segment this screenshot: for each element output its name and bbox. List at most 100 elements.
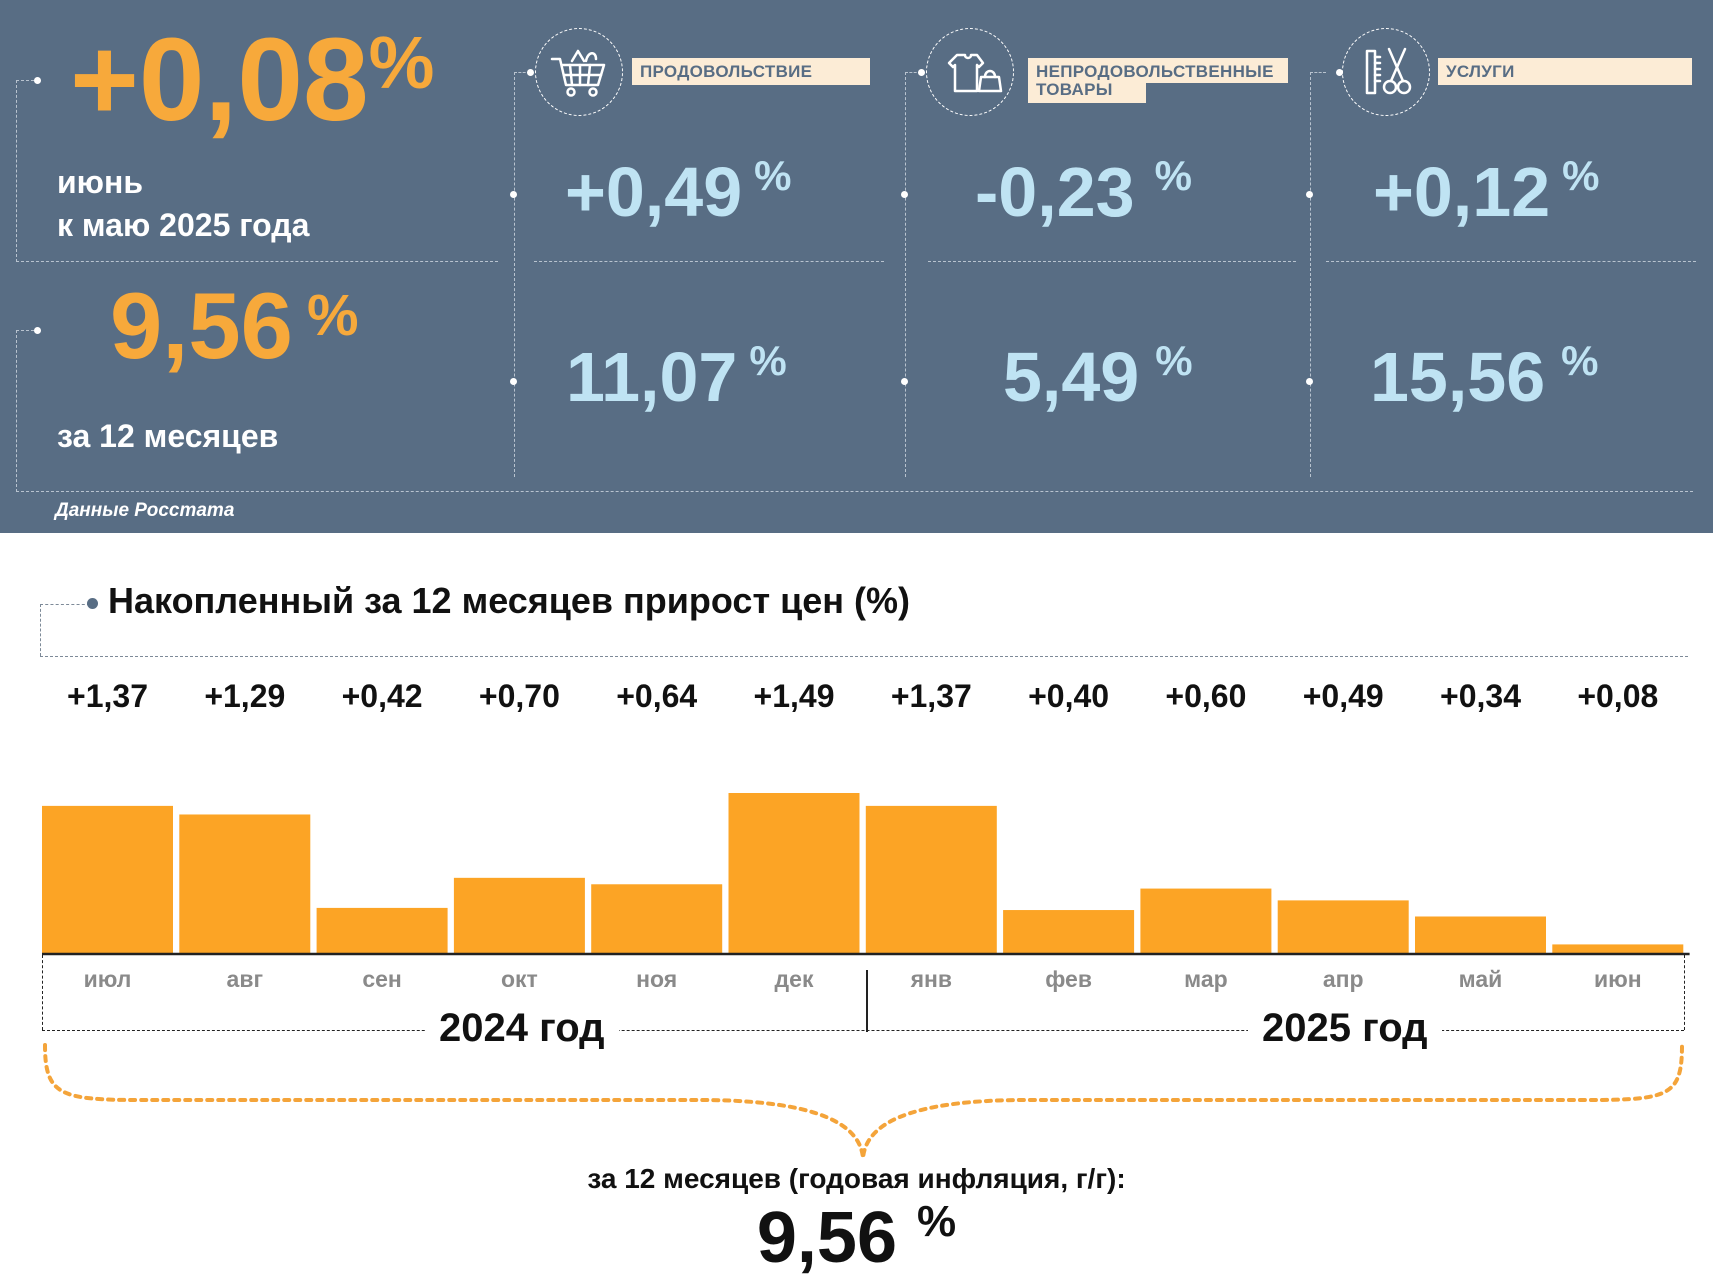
bar-апр [1277,900,1409,953]
month-label-мар: мар [1184,966,1228,992]
month-label-май: май [1458,966,1503,992]
percent-sign: % [306,283,359,348]
year-separator [866,970,868,1032]
percent-sign: % [917,1197,957,1246]
month-label-окт: окт [500,966,538,992]
bar-ноя [591,884,723,953]
guide-dot [1306,378,1313,385]
bar-авг [179,814,311,953]
value-label-май: +0,34 [1440,678,1521,714]
guide-line [514,72,515,477]
category-label-nonfood-line2: ТОВАРЫ [1028,80,1146,103]
value-label-сен: +0,42 [341,678,423,714]
annual-inflation-value: 9,56 [110,273,293,378]
year-bracket-right [1684,955,1685,1030]
bar-июл [42,805,173,953]
nonfood-annual-value: 5,49 [1003,338,1140,416]
value-label-июн: +0,08 [1577,678,1659,714]
month-label-апр: апр [1322,966,1364,992]
divider-line [1326,261,1696,262]
divider-line [16,261,498,262]
monthly-period-label: июнь [57,164,143,200]
month-label-ноя: ноя [636,966,678,992]
guide-dot [527,69,534,76]
monthly-inflation-value: +0,08 [70,14,369,146]
category-label-nonfood-line1: НЕПРОДОВОЛЬСТВЕННЫЕ [1036,62,1274,81]
value-label-янв: +1,37 [890,678,972,714]
divider-line [534,261,884,262]
year-label-2024: 2024 год [425,1006,619,1051]
guide-line [514,72,530,73]
value-label-окт: +0,70 [478,678,560,714]
month-label-дек: дек [774,966,814,992]
guide-dot [1306,191,1313,198]
guide-dot [510,191,517,198]
shopping-cart-icon [535,28,623,116]
percent-sign: % [1561,337,1599,384]
chart-title: Накопленный за 12 месяцев прирост цен (%… [108,580,910,621]
value-label-июл: +1,37 [67,678,148,714]
nonfood-monthly-value: -0,23 [975,153,1135,231]
services-monthly-value: +0,12 [1373,153,1551,231]
summary-brace [43,1043,1684,1159]
percent-sign: % [368,21,435,104]
bar-июн [1552,944,1684,953]
annual-inflation: 9,56% [110,272,359,380]
services-annual-value: 15,56 [1370,338,1546,416]
value-label-фев: +0,40 [1028,678,1110,714]
divider-line [16,491,1693,492]
annual-period-label: за 12 месяцев [57,418,279,454]
month-label-авг: авг [226,966,264,992]
value-label-авг: +1,29 [204,678,286,714]
guide-dot [918,69,925,76]
bar-дек [728,793,860,953]
bar-сен [316,907,448,953]
guide-dot [901,378,908,385]
summary-panel: +0,08% июнь к маю 2025 года 9,56% за 12 … [0,0,1713,533]
percent-sign: % [1562,152,1600,199]
bar-фев [1003,910,1135,953]
footer-label-wrap: за 12 месяцев (годовая инфляция, г/г): [0,1163,1713,1195]
footer-label: за 12 месяцев (годовая инфляция, г/г): [587,1163,1126,1194]
year-bracket-left [42,955,43,1030]
bar-янв [865,805,997,953]
divider-line [40,656,1688,657]
guide-line [1310,72,1311,477]
title-bullet [87,598,98,609]
guide-dot [34,327,41,334]
category-label-nonfood: НЕПРОДОВОЛЬСТВЕННЫЕ [1028,58,1288,83]
year-bracket-line [42,1030,1684,1031]
guide-dot [510,378,517,385]
nonfood-annual: 5,49% [1003,337,1193,417]
services-annual: 15,56% [1370,337,1599,417]
month-label-июн: июн [1593,966,1642,992]
food-monthly: +0,49% [565,152,791,232]
guide-line [16,80,34,81]
month-label-фев: фев [1045,966,1092,992]
guide-line [40,604,41,656]
percent-sign: % [754,152,792,199]
percent-sign: % [1155,337,1193,384]
guide-dot [1336,69,1343,76]
footer-annual-value: 9,56 [756,1198,897,1278]
bar-мар [1140,888,1272,953]
guide-line [16,330,17,492]
value-label-ноя: +0,64 [616,678,698,714]
value-label-апр: +0,49 [1302,678,1384,714]
bar-chart [42,793,1690,956]
guide-dot [34,77,41,84]
bar-май [1415,916,1546,953]
guide-line [16,80,17,262]
value-label-дек: +1,49 [753,678,835,714]
year-label-2025: 2025 год [1248,1006,1442,1051]
guide-line [16,330,34,331]
clothing-icon [926,28,1014,116]
monthly-period-sublabel: к маю 2025 года [57,207,310,243]
food-annual-value: 11,07 [566,338,738,416]
month-label-сен: сен [362,966,402,992]
month-label-янв: янв [910,966,953,992]
guide-dot [901,191,908,198]
data-source: Данные Росстата [55,500,235,521]
guide-line [905,72,906,477]
food-annual: 11,07% [566,337,787,417]
